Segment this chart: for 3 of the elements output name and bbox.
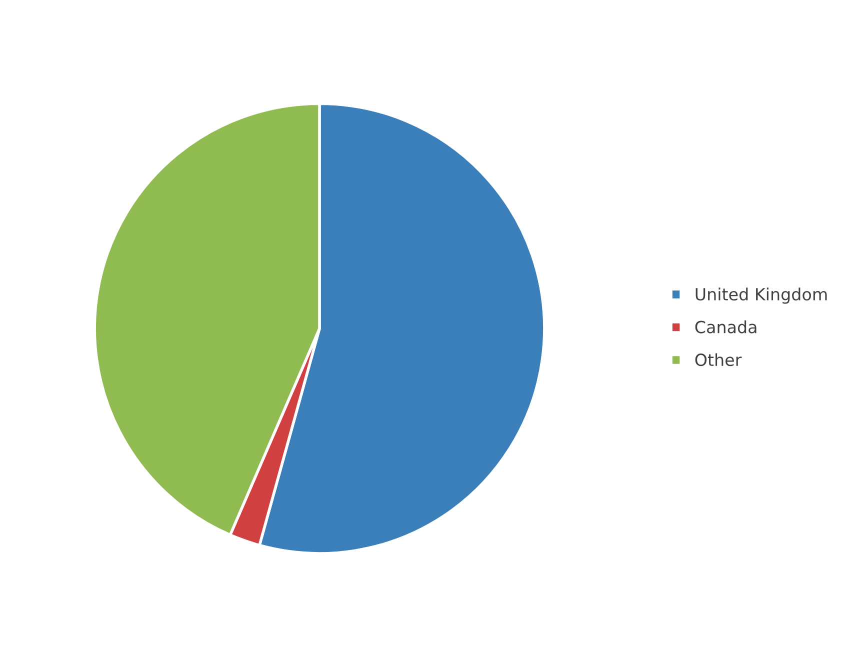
legend-label: United Kingdom bbox=[696, 288, 827, 304]
legend-label: Other bbox=[695, 353, 742, 366]
legend-label: Canada bbox=[695, 320, 756, 334]
